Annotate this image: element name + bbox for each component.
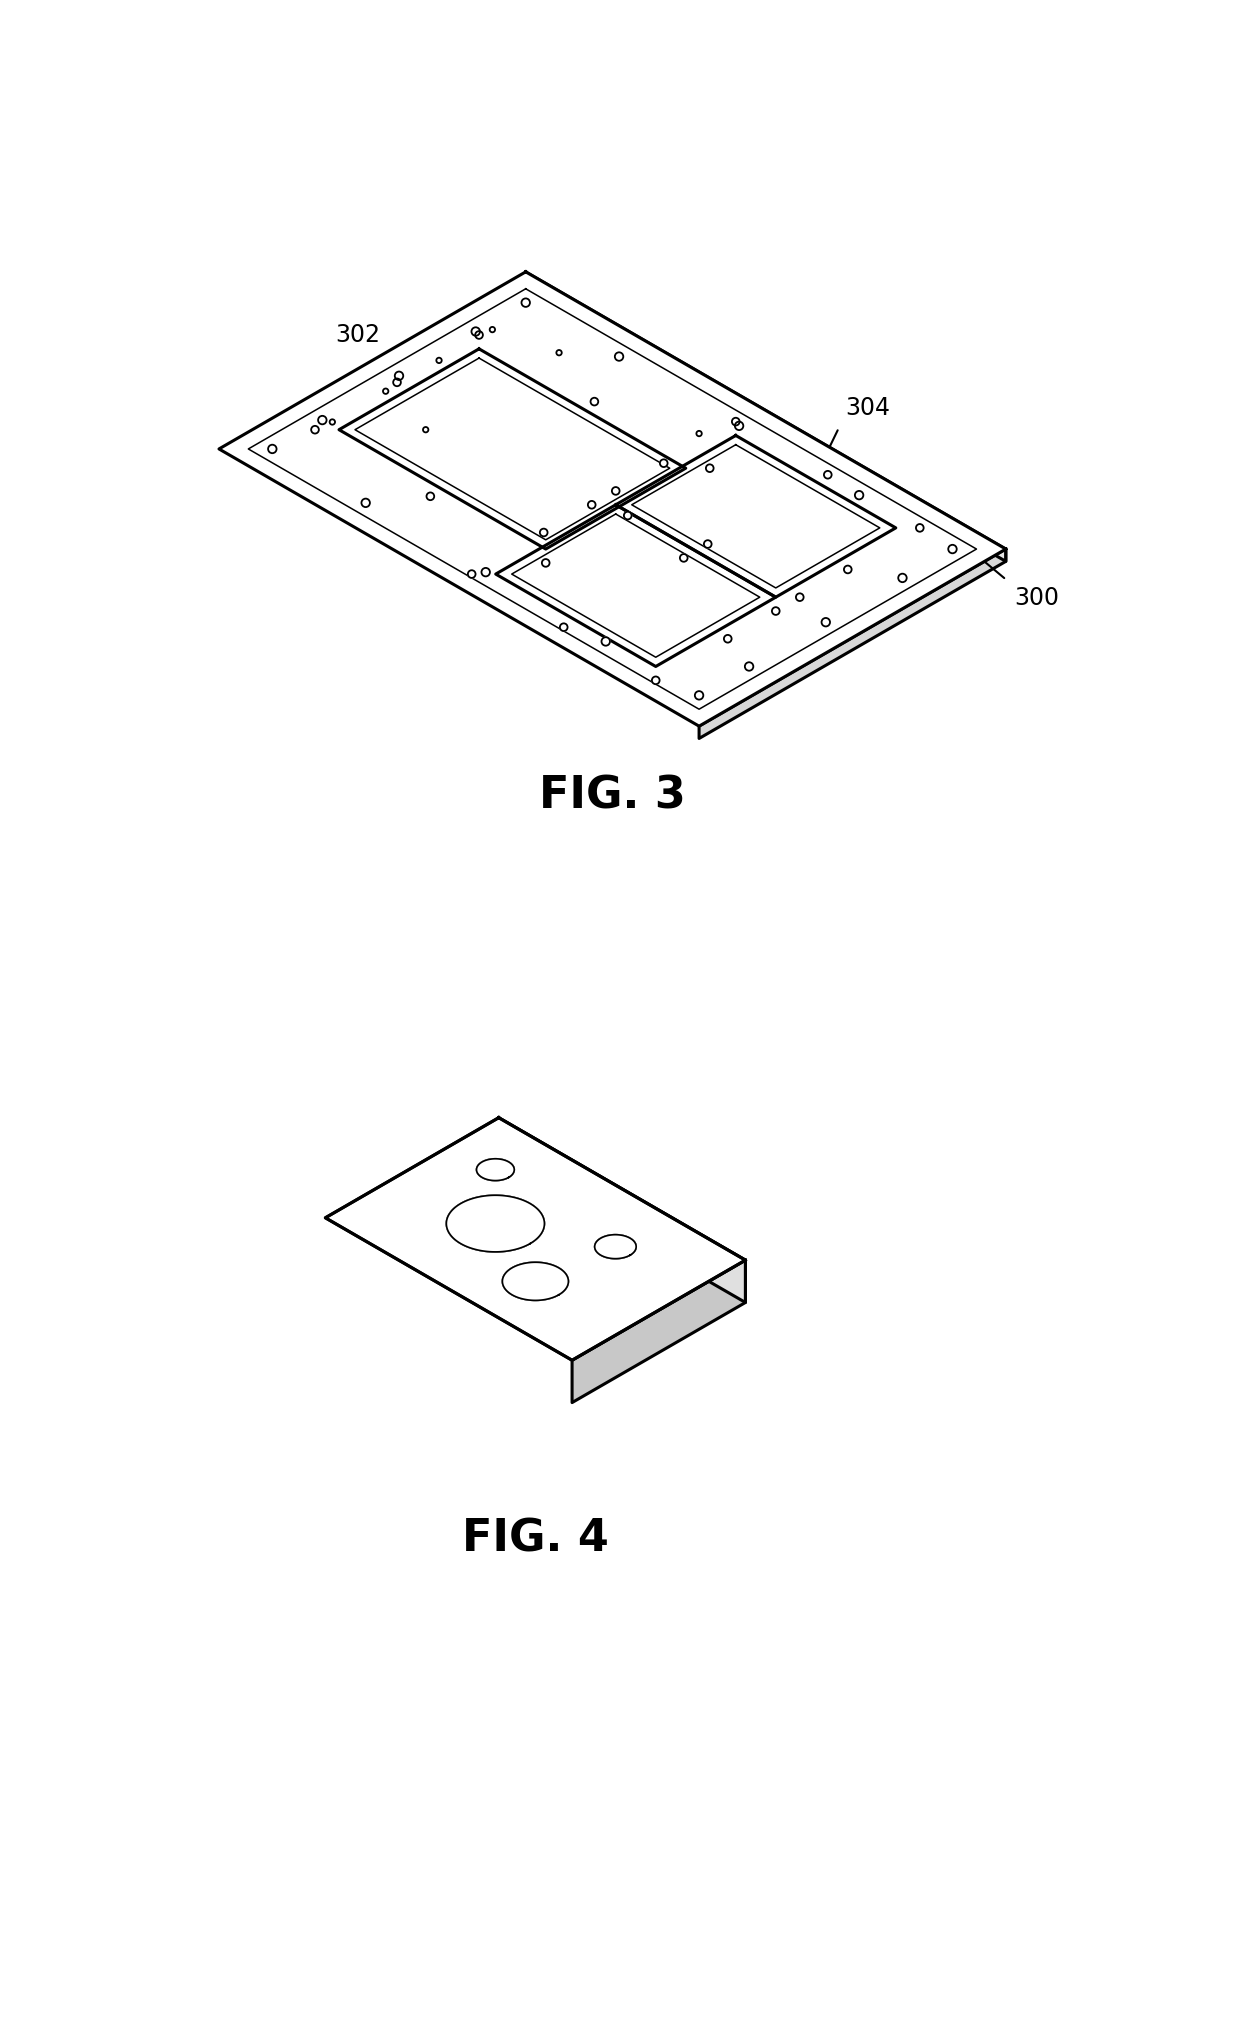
Circle shape [590,397,598,406]
Circle shape [330,420,335,424]
Circle shape [745,663,754,671]
Circle shape [268,444,277,452]
Polygon shape [526,272,1006,562]
Circle shape [706,464,713,473]
Polygon shape [446,1194,544,1251]
Circle shape [542,560,549,566]
Polygon shape [502,1261,568,1300]
Circle shape [394,371,403,379]
Circle shape [361,499,370,507]
Circle shape [393,379,401,385]
Circle shape [624,511,631,519]
Polygon shape [446,1194,544,1251]
Circle shape [694,692,703,700]
Circle shape [311,426,319,434]
Polygon shape [502,1261,568,1300]
Circle shape [423,428,428,432]
Circle shape [704,539,712,548]
Circle shape [732,418,739,426]
Circle shape [916,523,924,531]
Polygon shape [219,272,1006,726]
Polygon shape [325,1117,745,1361]
Circle shape [844,566,852,574]
Circle shape [949,546,957,554]
Text: 300: 300 [1014,586,1059,610]
Circle shape [490,327,495,333]
Circle shape [611,487,620,495]
Circle shape [822,619,830,627]
Circle shape [724,635,732,643]
Circle shape [823,470,832,479]
Circle shape [796,594,804,600]
Circle shape [467,570,476,578]
Polygon shape [699,550,1006,738]
Circle shape [735,422,743,430]
Polygon shape [595,1235,636,1259]
Circle shape [522,298,529,306]
Polygon shape [498,1117,745,1302]
Circle shape [601,637,610,645]
Circle shape [557,351,562,355]
Circle shape [560,623,568,631]
Circle shape [383,389,388,393]
Circle shape [773,606,780,614]
Circle shape [481,568,490,576]
Polygon shape [572,1259,745,1403]
Circle shape [660,460,667,466]
Polygon shape [496,505,776,667]
Circle shape [697,430,702,436]
Circle shape [588,501,595,509]
Circle shape [680,554,688,562]
Polygon shape [339,349,686,550]
Text: 304: 304 [844,395,890,420]
Polygon shape [476,1158,515,1180]
Text: FIG. 4: FIG. 4 [463,1517,609,1562]
Circle shape [539,529,548,535]
Circle shape [475,331,482,339]
Circle shape [319,416,326,424]
Circle shape [436,357,441,363]
Circle shape [898,574,906,582]
Circle shape [652,677,660,683]
Text: 400: 400 [620,1268,666,1292]
Text: FIG. 3: FIG. 3 [539,775,686,817]
Circle shape [854,491,863,499]
Text: 302: 302 [335,322,379,347]
Polygon shape [616,436,895,596]
Polygon shape [476,1158,515,1180]
Circle shape [427,493,434,501]
Circle shape [615,353,624,361]
Circle shape [471,327,480,337]
Polygon shape [595,1235,636,1259]
